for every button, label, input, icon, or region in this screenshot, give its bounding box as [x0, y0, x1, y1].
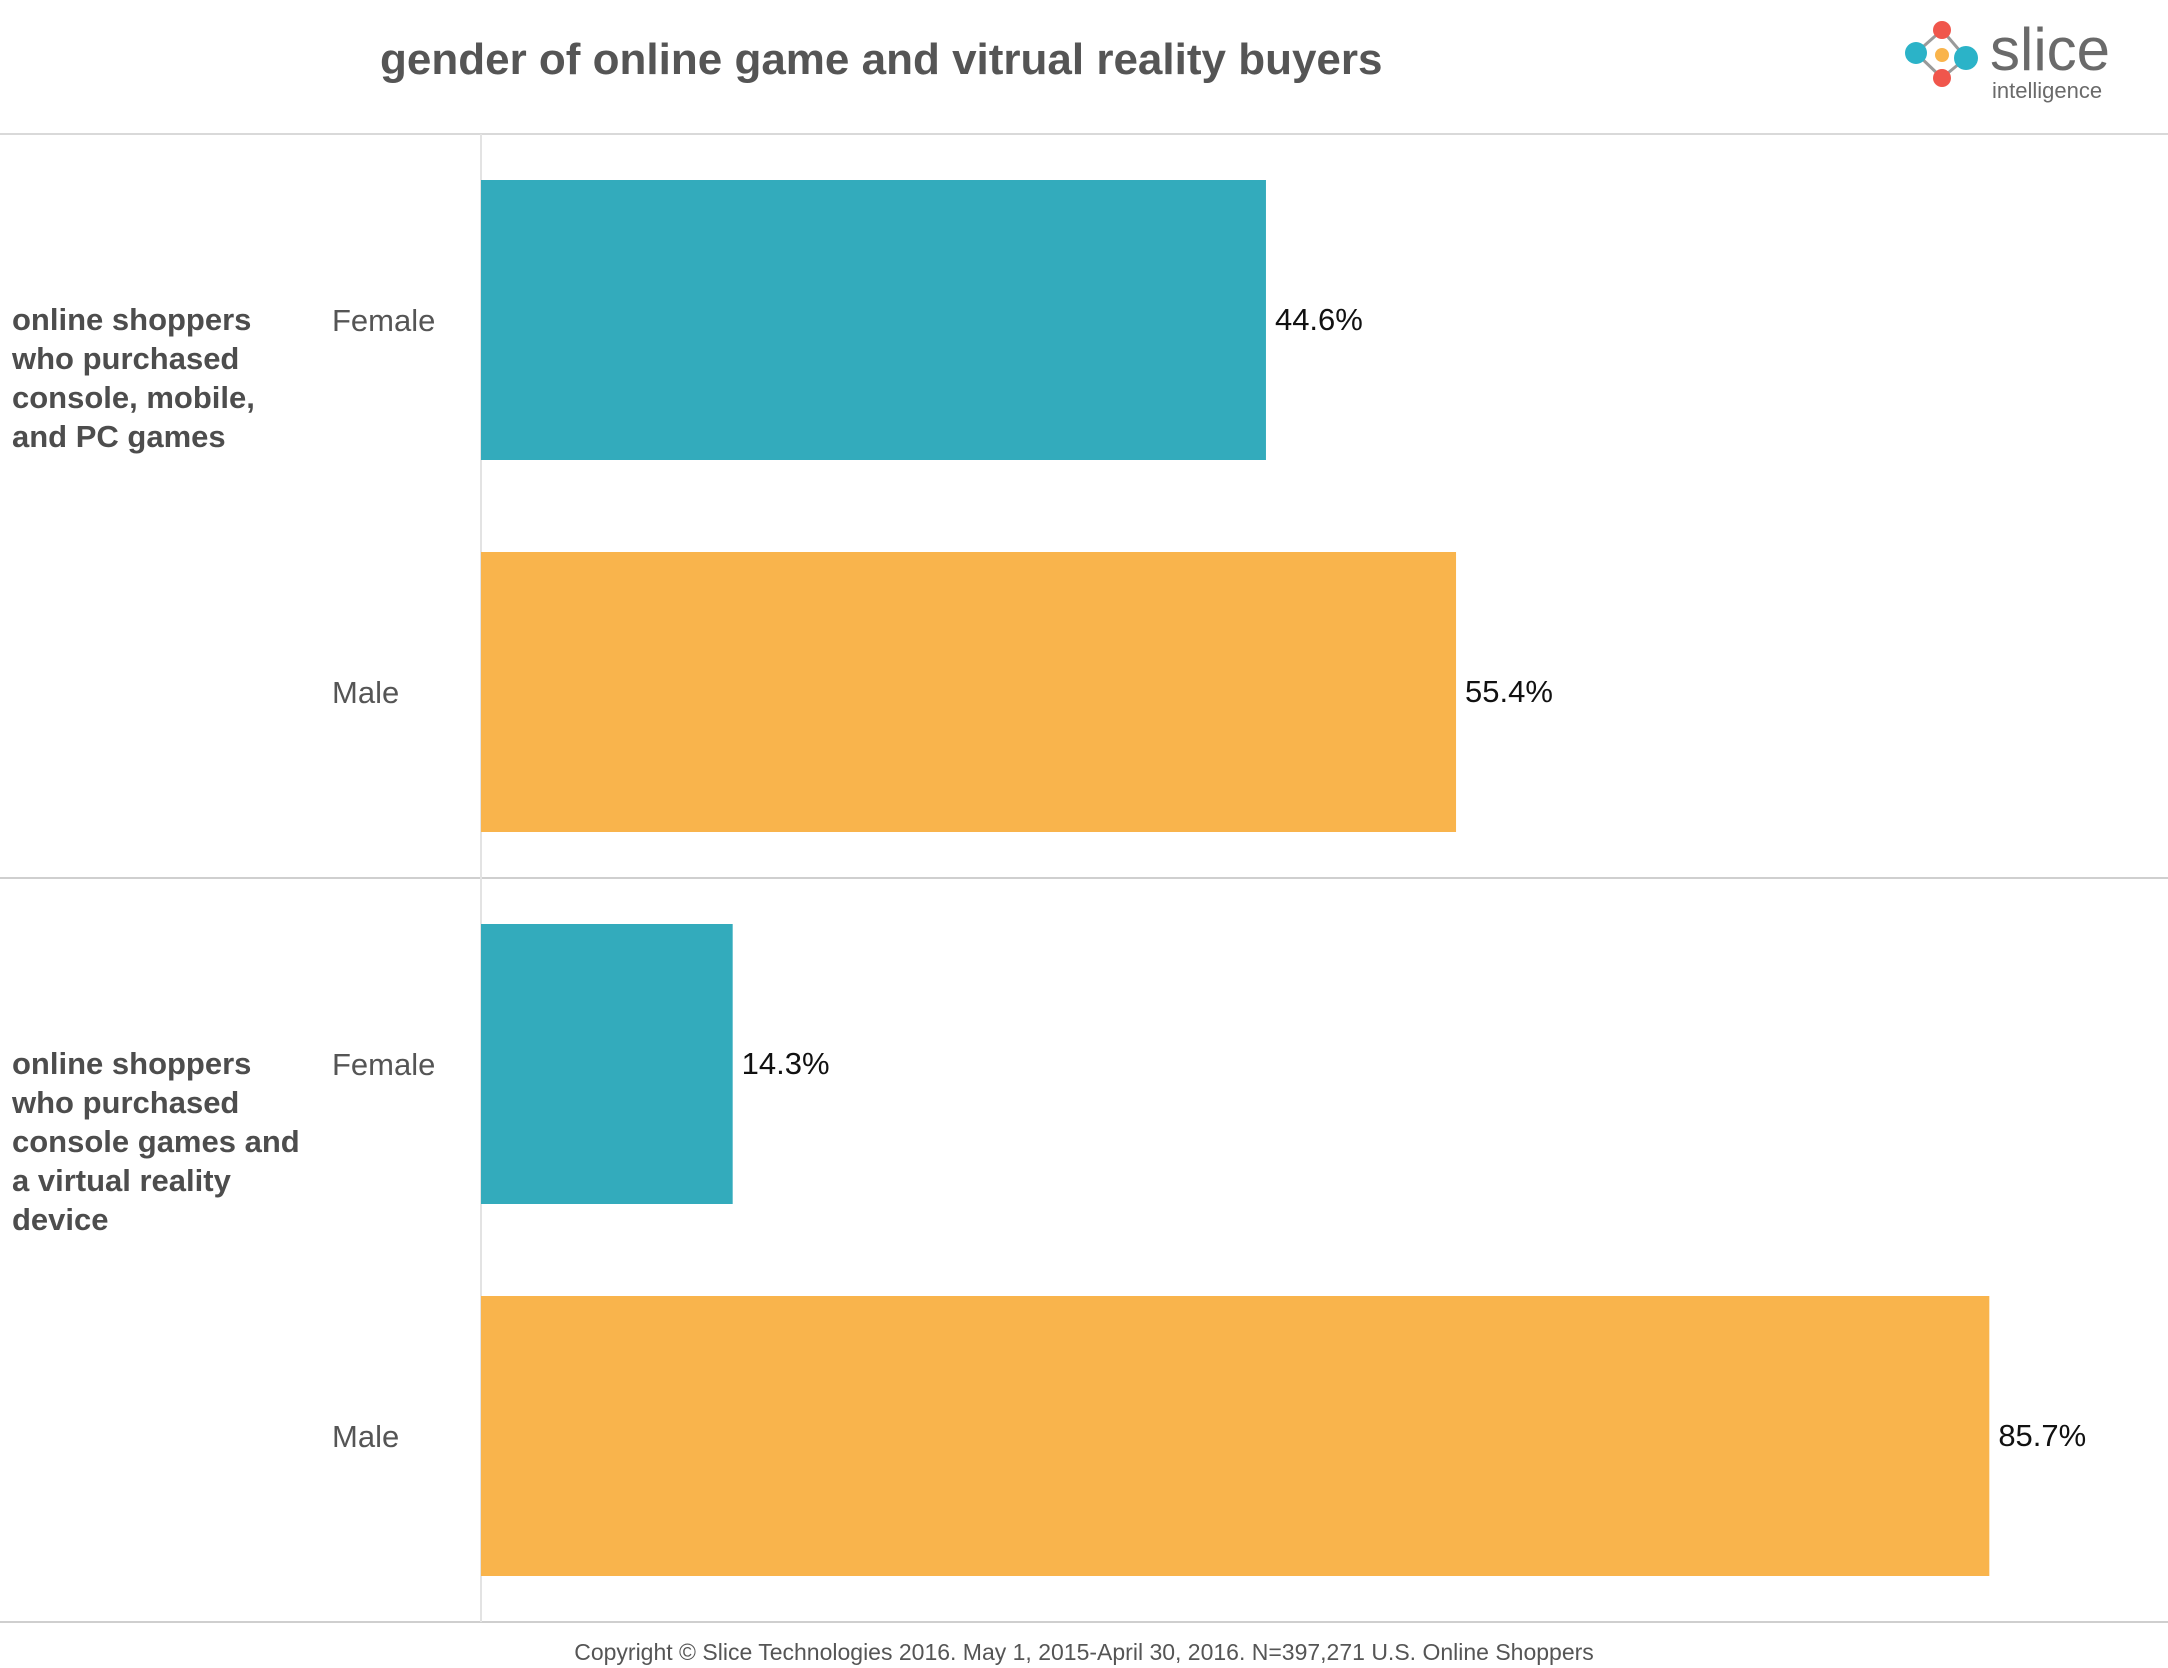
category-label-female: Female: [332, 303, 435, 338]
logo-teal-dot-icon: [1954, 46, 1978, 70]
group-label-line: who purchased: [11, 1085, 239, 1120]
group-label-line: who purchased: [11, 341, 239, 376]
logo-subtitle: intelligence: [1992, 78, 2102, 103]
group-label: online shoppers who purchased console game…: [11, 1046, 300, 1237]
category-label-male: Male: [332, 675, 399, 710]
slice-intelligence-logo: slice intelligence: [1905, 16, 2110, 103]
group-label-line: console, mobile,: [12, 380, 255, 415]
category-label-male: Male: [332, 1419, 399, 1454]
chart-title: gender of online game and vitrual realit…: [380, 35, 1382, 84]
value-label: 14.3%: [742, 1046, 830, 1081]
chart-marks: online shoppers who purchased console, mob…: [11, 180, 2086, 1576]
group-label-line: online shoppers: [12, 302, 251, 337]
logo-word: slice: [1990, 16, 2110, 83]
logo-orange-dot-icon: [1935, 48, 1949, 62]
group-label-line: online shoppers: [12, 1046, 251, 1081]
logo-red-dot-icon: [1933, 21, 1951, 39]
group-label-line: console games and: [12, 1124, 300, 1159]
bar-female: [481, 924, 733, 1204]
bar-female: [481, 180, 1266, 460]
group-label: online shoppers who purchased console, mob…: [11, 302, 255, 454]
category-label-female: Female: [332, 1047, 435, 1082]
bar-male: [481, 552, 1457, 832]
copyright-footer: Copyright © Slice Technologies 2016. May…: [574, 1639, 1594, 1665]
group-label-line: a virtual reality: [12, 1163, 232, 1198]
logo-red-dot-icon: [1933, 69, 1951, 87]
group-label-line: and PC games: [12, 419, 226, 454]
value-label: 44.6%: [1275, 302, 1363, 337]
value-label: 55.4%: [1465, 674, 1553, 709]
value-label: 85.7%: [1998, 1418, 2086, 1453]
group-label-line: device: [12, 1202, 109, 1237]
bar-male: [481, 1296, 1990, 1576]
logo-teal-dot-icon: [1905, 42, 1927, 64]
